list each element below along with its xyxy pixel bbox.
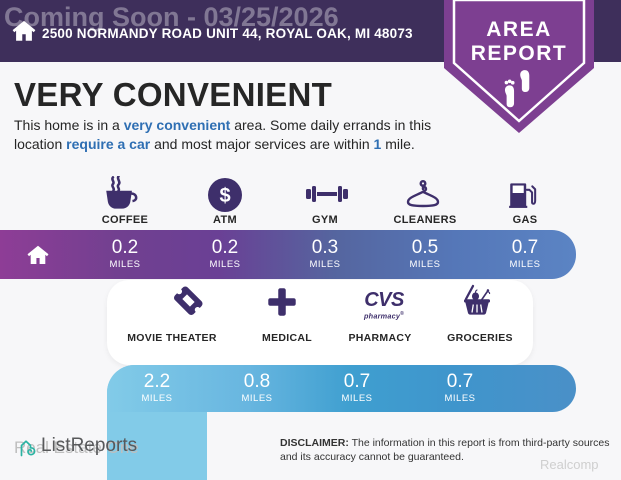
svg-text:$: $ [219, 185, 230, 207]
